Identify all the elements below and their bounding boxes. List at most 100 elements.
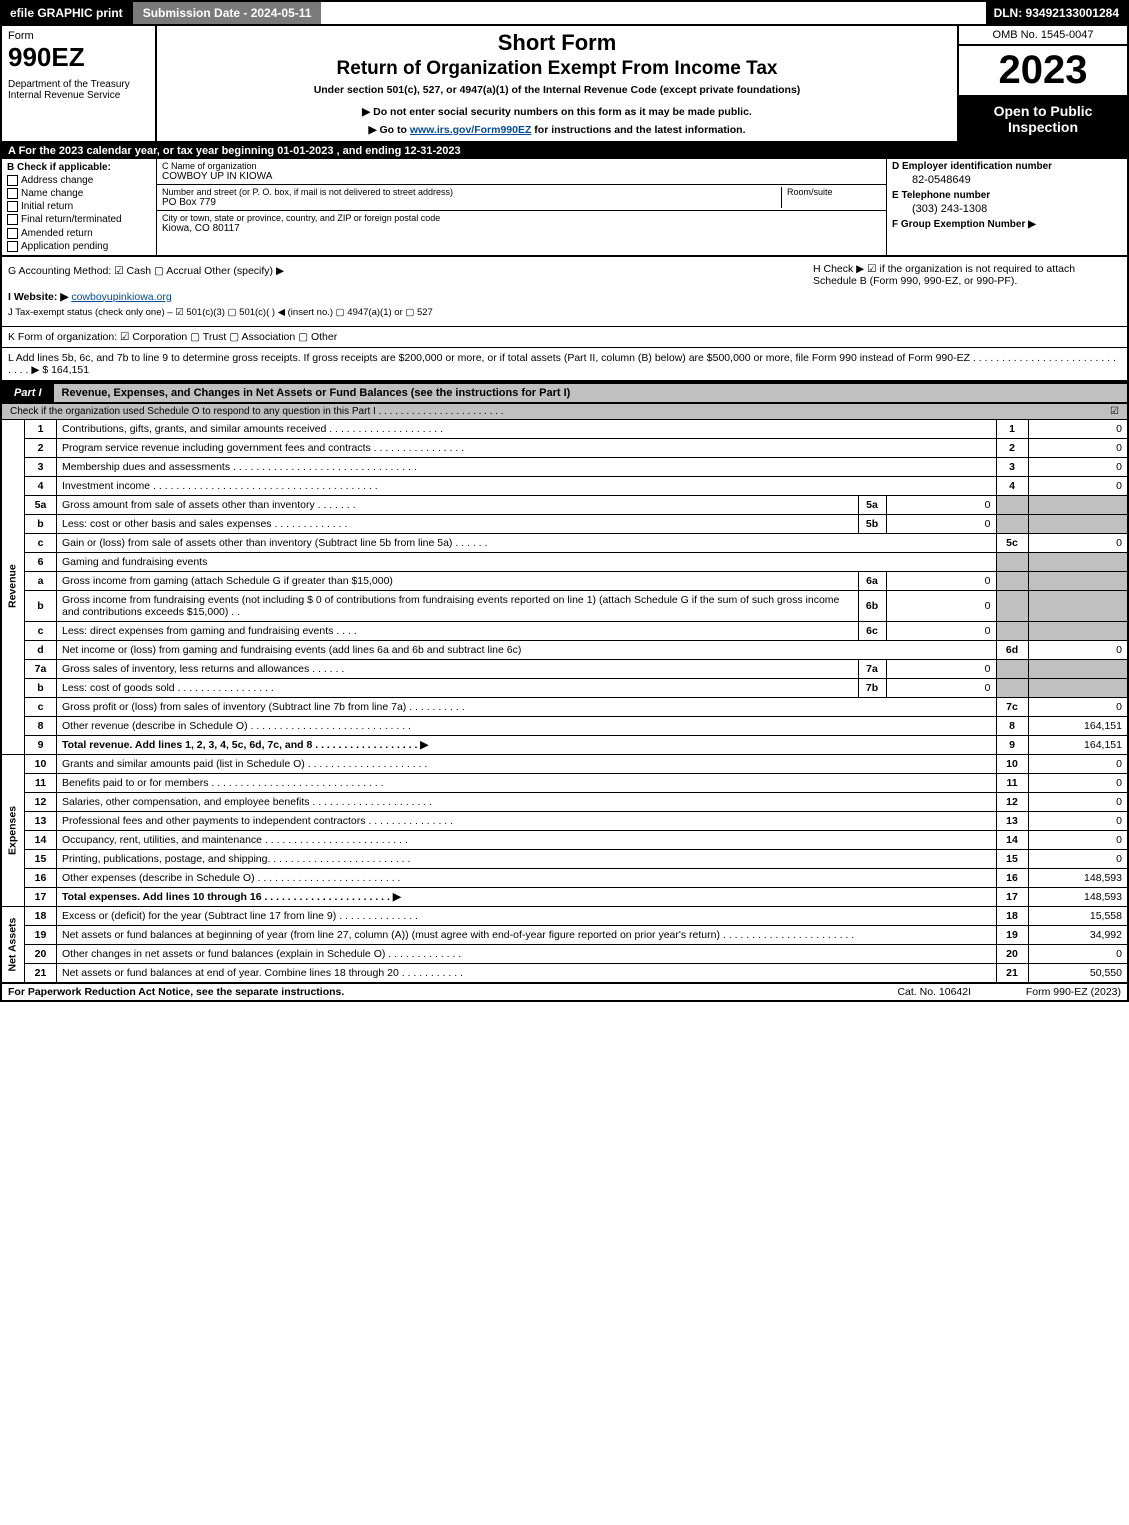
- line-num: c: [25, 533, 57, 552]
- street-value: PO Box 779: [162, 197, 781, 208]
- schedule-o-text: Check if the organization used Schedule …: [10, 406, 1110, 417]
- line-desc: Other changes in net assets or fund bala…: [57, 944, 997, 963]
- chk-label: Address change: [21, 175, 93, 186]
- line-amount: 0: [1028, 476, 1128, 495]
- line-desc: Gross sales of inventory, less returns a…: [57, 659, 859, 678]
- line-j-tax-exempt: J Tax-exempt status (check only one) – ☑…: [8, 305, 801, 320]
- line-amount: 0: [1028, 640, 1128, 659]
- line-desc: Total expenses. Add lines 10 through 16 …: [57, 887, 997, 906]
- chk-amended-return[interactable]: Amended return: [7, 228, 151, 239]
- open-to-public: Open to Public Inspection: [959, 97, 1127, 141]
- line-num: 14: [25, 830, 57, 849]
- line-num: b: [25, 678, 57, 697]
- line-num: 12: [25, 792, 57, 811]
- cat-no: Cat. No. 10642I: [897, 986, 971, 998]
- line-amount: 0: [1028, 811, 1128, 830]
- line-num: 4: [25, 476, 57, 495]
- line-num: 17: [25, 887, 57, 906]
- form-number: 990EZ: [8, 42, 149, 73]
- line-ref: 6d: [996, 640, 1028, 659]
- chk-name-change[interactable]: Name change: [7, 188, 151, 199]
- chk-application-pending[interactable]: Application pending: [7, 241, 151, 252]
- chk-final-return[interactable]: Final return/terminated: [7, 214, 151, 225]
- line-desc: Gain or (loss) from sale of assets other…: [57, 533, 997, 552]
- line-num: d: [25, 640, 57, 659]
- line-num: b: [25, 514, 57, 533]
- schedule-o-checkbox[interactable]: ☑: [1110, 406, 1119, 417]
- chk-label: Application pending: [21, 241, 108, 252]
- c-name-label: C Name of organization: [162, 161, 881, 171]
- line-amount: 0: [1028, 830, 1128, 849]
- line-num: 3: [25, 457, 57, 476]
- chk-label: Name change: [21, 188, 83, 199]
- sub-line-num: 7b: [858, 678, 886, 697]
- chk-address-change[interactable]: Address change: [7, 175, 151, 186]
- shaded: [1028, 678, 1128, 697]
- line-num: 6: [25, 552, 57, 571]
- d-ein-label: D Employer identification number: [892, 161, 1122, 172]
- shaded: [1028, 514, 1128, 533]
- line-ref: 11: [996, 773, 1028, 792]
- line-ref: 20: [996, 944, 1028, 963]
- line-desc: Gaming and fundraising events: [57, 552, 997, 571]
- shaded: [996, 659, 1028, 678]
- line-desc: Investment income . . . . . . . . . . . …: [57, 476, 997, 495]
- footer: For Paperwork Reduction Act Notice, see …: [0, 984, 1129, 1002]
- line-num: 11: [25, 773, 57, 792]
- goto-text: ▶ Go to www.irs.gov/Form990EZ for instru…: [165, 124, 949, 136]
- line-amount: 0: [1028, 438, 1128, 457]
- sub-line-val: 0: [886, 659, 996, 678]
- line-num: 7a: [25, 659, 57, 678]
- top-bar: efile GRAPHIC print Submission Date - 20…: [0, 0, 1129, 26]
- line-num: 20: [25, 944, 57, 963]
- website-link[interactable]: cowboyupinkiowa.org: [71, 291, 171, 303]
- line-num: a: [25, 571, 57, 590]
- paperwork-notice: For Paperwork Reduction Act Notice, see …: [8, 986, 897, 998]
- line-ref: 3: [996, 457, 1028, 476]
- total-revenue-desc: Total revenue. Add lines 1, 2, 3, 4, 5c,…: [62, 739, 428, 751]
- line-ref: 18: [996, 906, 1028, 925]
- line-desc: Gross income from fundraising events (no…: [57, 590, 859, 621]
- line-desc: Benefits paid to or for members . . . . …: [57, 773, 997, 792]
- form-label: Form: [8, 30, 149, 42]
- line-ref: 1: [996, 419, 1028, 438]
- line-num: 1: [25, 419, 57, 438]
- line-desc: Net income or (loss) from gaming and fun…: [57, 640, 997, 659]
- line-num: 5a: [25, 495, 57, 514]
- line-desc: Other revenue (describe in Schedule O) .…: [57, 716, 997, 735]
- line-desc: Gross income from gaming (attach Schedul…: [57, 571, 859, 590]
- line-desc: Gross amount from sale of assets other t…: [57, 495, 859, 514]
- goto-pre: ▶ Go to: [369, 124, 410, 136]
- header-center: Short Form Return of Organization Exempt…: [157, 26, 957, 141]
- shaded: [996, 552, 1028, 571]
- form-ref: Form 990-EZ (2023): [971, 986, 1121, 998]
- chk-initial-return[interactable]: Initial return: [7, 201, 151, 212]
- line-amount: 0: [1028, 457, 1128, 476]
- shaded: [1028, 590, 1128, 621]
- line-desc: Gross profit or (loss) from sales of inv…: [57, 697, 997, 716]
- city-label: City or town, state or province, country…: [162, 213, 881, 223]
- section-def: D Employer identification number 82-0548…: [887, 159, 1127, 255]
- line-amount: 148,593: [1028, 868, 1128, 887]
- line-num: c: [25, 621, 57, 640]
- line-i-website: I Website: ▶ cowboyupinkiowa.org: [8, 289, 801, 305]
- line-amount: 15,558: [1028, 906, 1128, 925]
- line-h-schedule-b: H Check ▶ ☑ if the organization is not r…: [813, 263, 1121, 287]
- line-ref: 8: [996, 716, 1028, 735]
- line-amount: 0: [1028, 419, 1128, 438]
- efile-label[interactable]: efile GRAPHIC print: [2, 2, 131, 24]
- chk-label: Final return/terminated: [21, 215, 122, 226]
- line-ref: 5c: [996, 533, 1028, 552]
- part-1-header: Part I Revenue, Expenses, and Changes in…: [0, 382, 1129, 404]
- line-ref: 2: [996, 438, 1028, 457]
- city-block: City or town, state or province, country…: [157, 211, 886, 255]
- irs-link[interactable]: www.irs.gov/Form990EZ: [410, 124, 532, 136]
- line-desc: Other expenses (describe in Schedule O) …: [57, 868, 997, 887]
- line-ref: 15: [996, 849, 1028, 868]
- shaded: [1028, 659, 1128, 678]
- sub-line-val: 0: [886, 571, 996, 590]
- street-label: Number and street (or P. O. box, if mail…: [162, 187, 781, 197]
- dln-label: DLN: 93492133001284: [986, 2, 1127, 24]
- netassets-section-label: Net Assets: [1, 906, 25, 983]
- form-title-short: Short Form: [165, 30, 949, 56]
